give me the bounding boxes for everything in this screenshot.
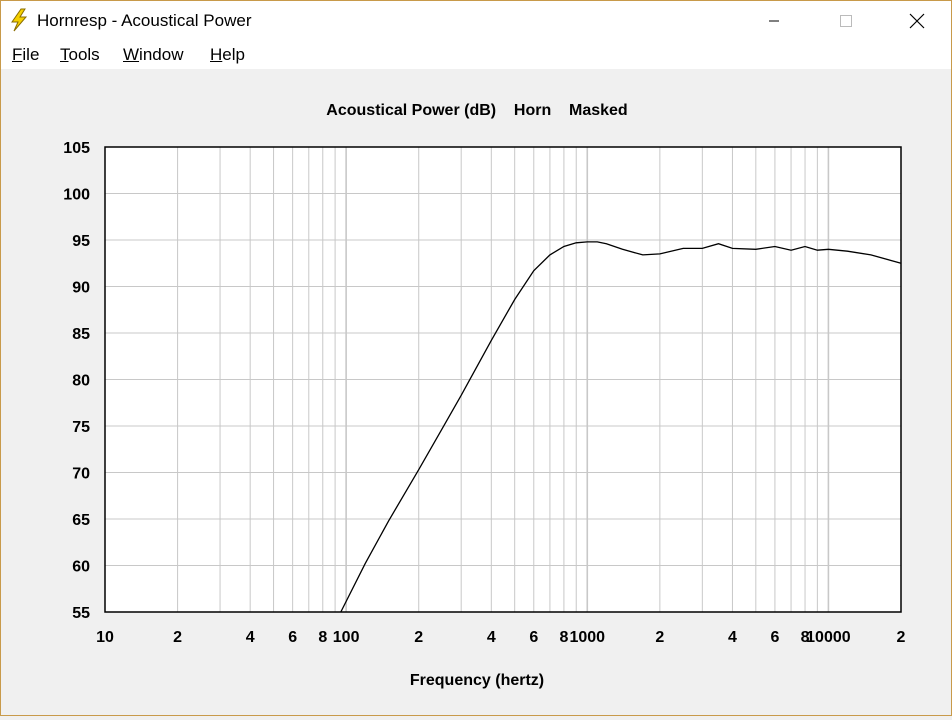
- x-tick-label: 4: [487, 629, 496, 646]
- x-tick-label: 10: [96, 629, 114, 646]
- menu-window-rest: indow: [139, 45, 184, 64]
- menu-tools-accel: T: [60, 45, 69, 64]
- y-tick-label: 65: [72, 512, 90, 529]
- maximize-icon: [840, 15, 852, 27]
- lightning-bolt-icon: [11, 8, 28, 32]
- window-title: Hornresp - Acoustical Power: [37, 11, 252, 30]
- menu-tools-rest: ools: [68, 45, 100, 64]
- minimize-button[interactable]: [751, 1, 797, 41]
- plot-border: [104, 146, 902, 613]
- title-bar[interactable]: Hornresp - Acoustical Power: [1, 1, 951, 41]
- y-tick-label: 85: [72, 326, 90, 343]
- x-tick-label: 8: [801, 629, 810, 646]
- maximize-button[interactable]: [823, 1, 869, 41]
- y-axis-ticks: 105 100 95 90 85 80 75 70 65 60 55: [63, 140, 90, 622]
- series-group: [340, 241, 902, 613]
- x-tick-label: 2: [655, 629, 664, 646]
- y-tick-label: 55: [72, 605, 90, 622]
- menu-help-accel: H: [210, 45, 223, 64]
- menu-file-rest: ile: [22, 45, 40, 64]
- y-tick-label: 80: [72, 373, 90, 390]
- menu-help-rest: elp: [222, 45, 245, 64]
- chart-title: Acoustical Power (dB) Horn Masked: [326, 102, 627, 119]
- y-tick-label: 90: [72, 280, 90, 297]
- x-tick-label: 6: [529, 629, 538, 646]
- close-button[interactable]: [894, 1, 940, 41]
- x-axis-label: Frequency (hertz): [410, 672, 544, 689]
- acoustical-power-chart: Acoustical Power (dB) Horn Masked 105 100…: [63, 102, 905, 689]
- x-tick-label: 4: [728, 629, 737, 646]
- y-tick-label: 95: [72, 233, 90, 250]
- y-tick-label: 75: [72, 419, 90, 436]
- menu-bar: File Tools Window Help: [1, 41, 951, 69]
- close-icon: [909, 13, 925, 29]
- y-tick-label: 105: [63, 140, 90, 157]
- x-tick-label: 1000: [569, 629, 605, 646]
- x-tick-label: 2: [414, 629, 423, 646]
- chart-area: Acoustical Power (dB) Horn Masked 105 100…: [1, 69, 951, 715]
- menu-window-accel: W: [123, 45, 140, 64]
- menu-help[interactable]: Help: [210, 45, 245, 65]
- x-tick-label: 100: [333, 629, 360, 646]
- y-tick-label: 70: [72, 466, 90, 483]
- minimize-icon: [769, 20, 779, 22]
- menu-window[interactable]: Window: [123, 45, 183, 65]
- x-tick-label: 4: [246, 629, 255, 646]
- menu-file[interactable]: File: [12, 45, 39, 65]
- x-tick-label: 6: [770, 629, 779, 646]
- x-tick-label: 6: [288, 629, 297, 646]
- grid-lines: [105, 147, 901, 612]
- x-tick-label: 8: [318, 629, 327, 646]
- y-tick-label: 60: [72, 559, 90, 576]
- x-tick-label: 8: [559, 629, 568, 646]
- menu-file-accel: F: [12, 45, 23, 64]
- x-tick-label: 2: [173, 629, 182, 646]
- x-tick-label: 10000: [806, 629, 851, 646]
- menu-tools[interactable]: Tools: [60, 45, 100, 65]
- x-tick-label: 2: [897, 629, 906, 646]
- series-line: [340, 241, 902, 613]
- y-tick-label: 100: [63, 187, 90, 204]
